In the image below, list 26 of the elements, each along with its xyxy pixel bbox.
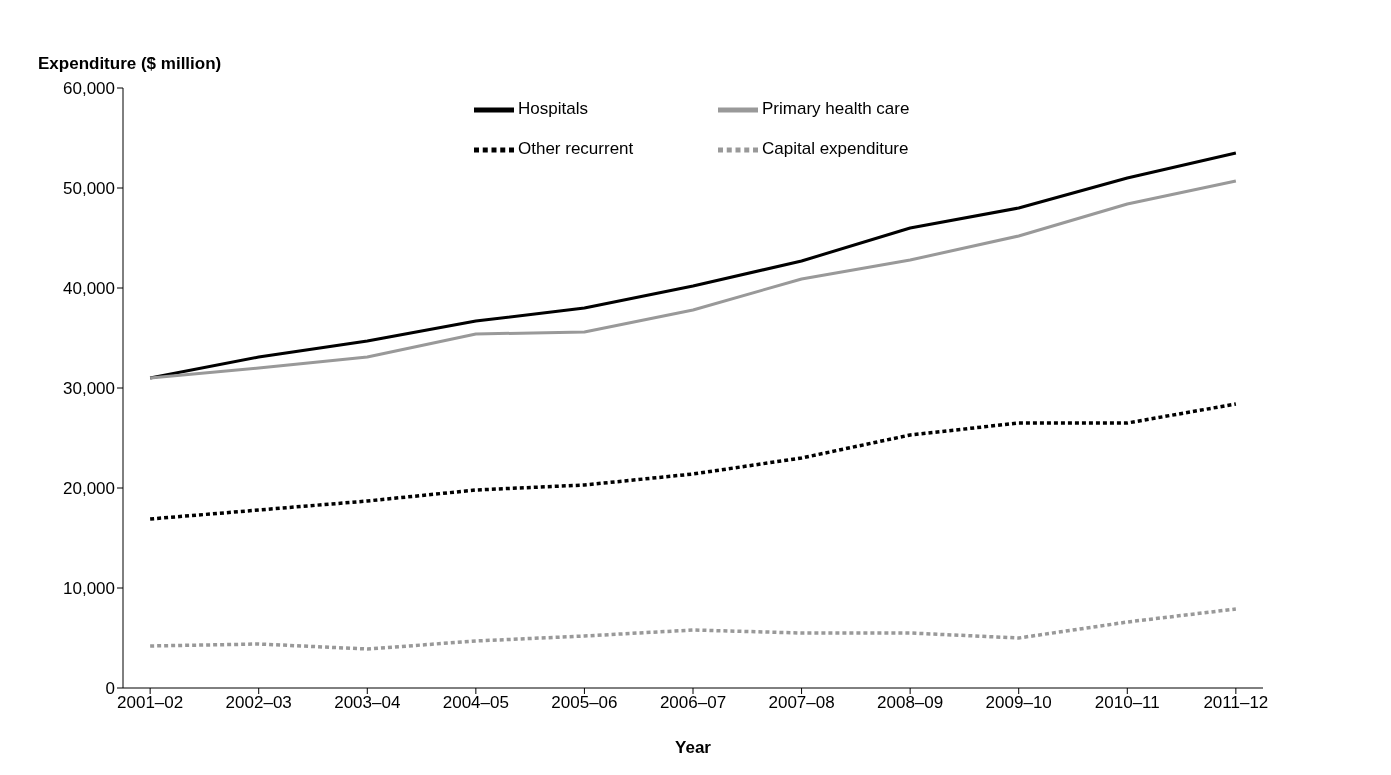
y-tick-label: 10,000: [63, 579, 115, 599]
legend-label: Primary health care: [762, 99, 911, 120]
legend-label: Hospitals: [518, 99, 589, 120]
y-tick-label: 20,000: [63, 479, 115, 499]
line-series: [148, 607, 1238, 651]
x-tick-label: 2009–10: [985, 693, 1052, 713]
y-tick-label: 50,000: [63, 179, 115, 199]
legend-label: Other recurrent: [518, 139, 635, 160]
y-tick-label: 0: [105, 679, 115, 699]
x-tick-label: 2003–04: [334, 693, 401, 713]
line-series: [148, 402, 1238, 521]
x-tick-label: 2005–06: [551, 693, 618, 713]
y-tick-label: 60,000: [63, 79, 115, 99]
y-axis-title: Expenditure ($ million): [38, 54, 222, 74]
x-tick-label: 2010–11: [1094, 693, 1160, 713]
y-tick-label: 40,000: [63, 279, 115, 299]
y-tick-label: 30,000: [63, 379, 115, 399]
x-tick-label: 2011–12: [1203, 693, 1269, 713]
legend-label: Capital expenditure: [762, 139, 910, 160]
x-tick-label: 2002–03: [225, 693, 292, 713]
x-tick-label: 2007–08: [768, 693, 835, 713]
x-tick-label: 2006–07: [659, 693, 727, 713]
x-tick-label: 2008–09: [877, 693, 944, 713]
x-axis-title: Year: [675, 738, 712, 757]
x-tick-label: 2004–05: [442, 693, 509, 713]
x-tick-label: 2001–02: [117, 693, 184, 713]
